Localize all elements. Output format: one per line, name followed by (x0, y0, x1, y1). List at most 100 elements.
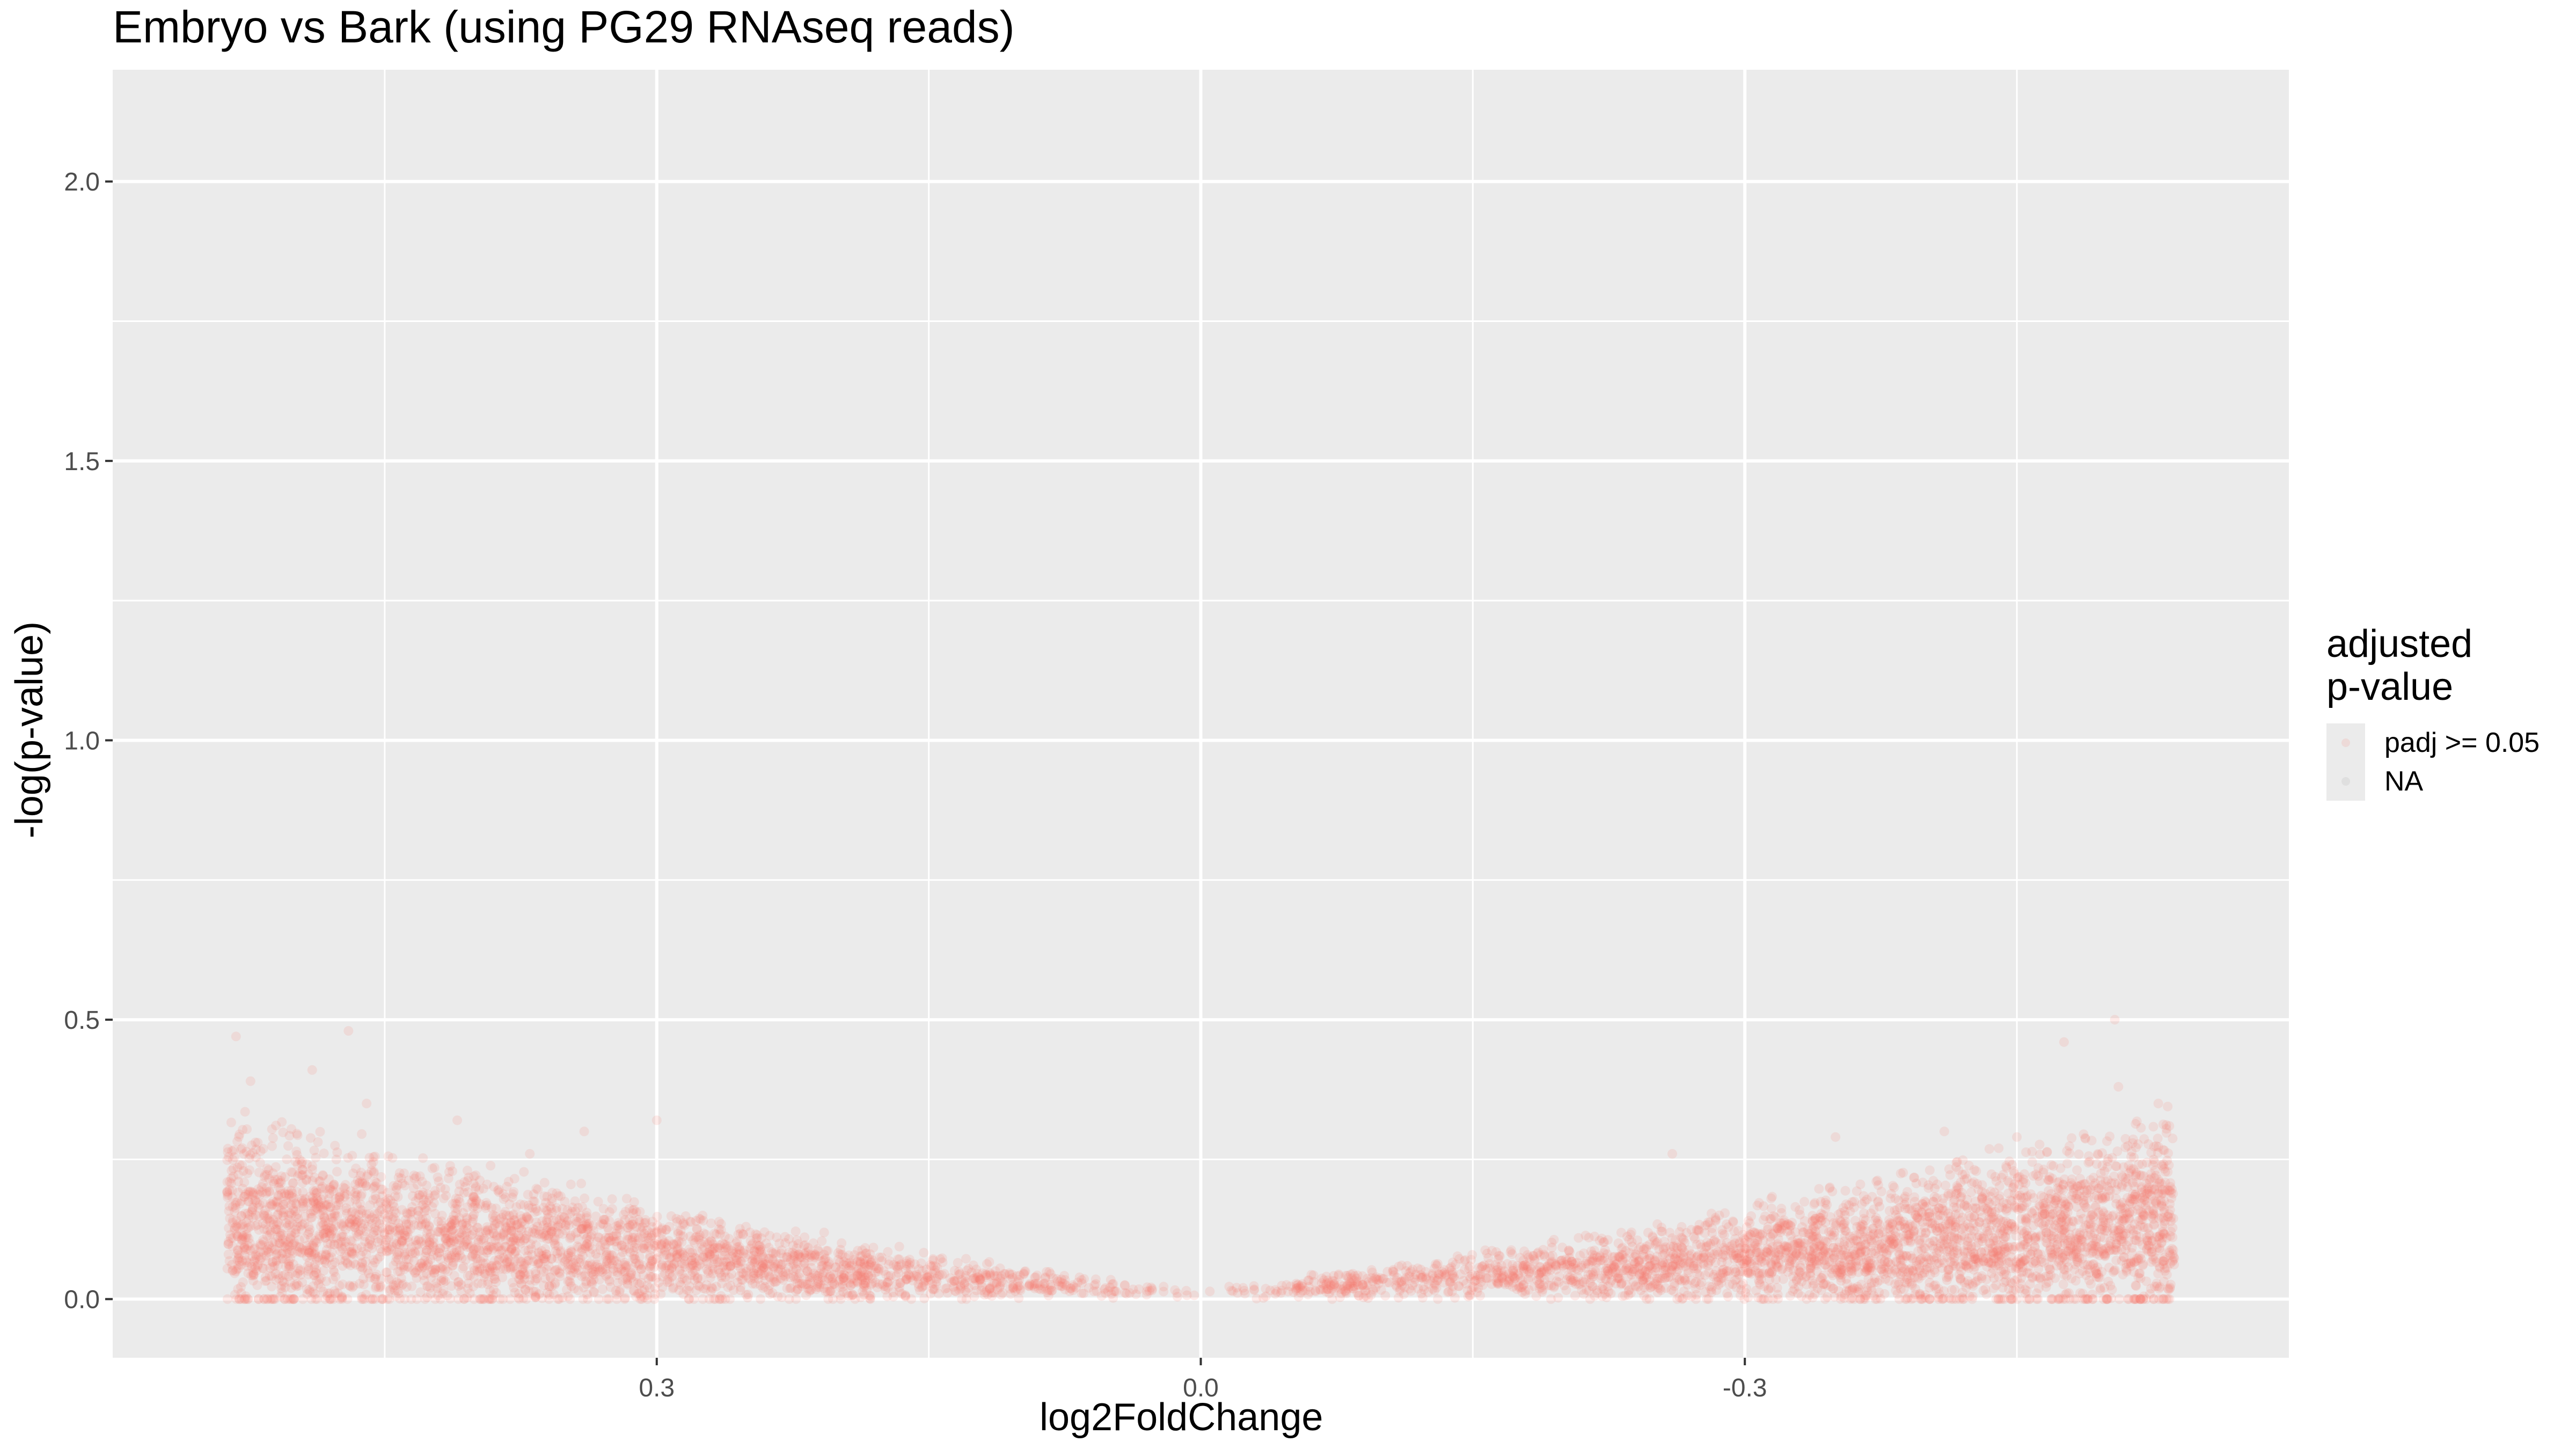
data-point (382, 1198, 392, 1208)
data-point (1505, 1247, 1516, 1257)
data-point (674, 1236, 684, 1247)
data-point (1818, 1279, 1828, 1290)
data-point (1791, 1276, 1802, 1286)
data-point (1648, 1231, 1658, 1241)
data-point (2044, 1219, 2054, 1229)
data-point (1998, 1217, 2008, 1227)
data-point (1865, 1259, 1875, 1269)
data-point (318, 1204, 328, 1214)
data-point (1305, 1286, 1315, 1297)
data-point (345, 1214, 355, 1224)
data-point (2023, 1248, 2033, 1258)
data-point (1249, 1284, 1259, 1294)
data-point (1122, 1289, 1132, 1299)
data-point (1482, 1248, 1492, 1258)
data-point (1657, 1223, 1667, 1233)
data-point (446, 1226, 456, 1236)
data-point (453, 1194, 464, 1204)
data-point (1911, 1261, 1921, 1271)
data-point (1463, 1291, 1473, 1301)
data-point (421, 1180, 431, 1190)
data-point (668, 1239, 678, 1249)
data-point (238, 1125, 248, 1135)
data-point (1921, 1201, 1931, 1211)
data-point (1938, 1205, 1948, 1216)
data-point (311, 1185, 321, 1195)
data-point (1068, 1285, 1078, 1296)
data-point (2036, 1249, 2046, 1260)
data-point (978, 1268, 988, 1278)
data-point (2015, 1242, 2025, 1253)
data-point (1749, 1227, 1759, 1237)
data-point (283, 1220, 294, 1231)
data-point (295, 1242, 305, 1253)
data-point (235, 1160, 245, 1170)
data-point (440, 1184, 450, 1194)
data-point (2073, 1181, 2083, 1191)
data-point (735, 1224, 745, 1234)
data-point (1906, 1278, 1916, 1289)
data-point (1006, 1289, 1016, 1299)
data-point (1270, 1285, 1280, 1295)
data-point (1518, 1263, 1528, 1273)
data-point (2102, 1162, 2112, 1172)
data-point (321, 1276, 332, 1286)
data-point (874, 1252, 884, 1262)
data-point (240, 1107, 250, 1117)
data-point (1740, 1235, 1751, 1245)
data-point (1709, 1236, 1719, 1246)
data-point (2109, 1245, 2119, 1255)
data-point (285, 1294, 295, 1304)
data-point (756, 1294, 766, 1304)
data-point (2138, 1192, 2148, 1203)
data-point (332, 1167, 342, 1177)
data-point (1709, 1272, 1719, 1282)
data-point (1902, 1251, 1912, 1261)
data-point (582, 1208, 592, 1218)
data-point (2145, 1289, 2155, 1299)
data-point (1597, 1284, 1607, 1294)
data-point (677, 1258, 687, 1269)
data-point (616, 1264, 626, 1275)
data-point (2095, 1224, 2105, 1234)
data-point (1859, 1208, 1869, 1218)
data-point (465, 1242, 475, 1253)
data-point (1389, 1270, 1399, 1280)
data-point (542, 1234, 552, 1245)
data-point (1938, 1244, 1949, 1254)
data-point (1613, 1274, 1623, 1284)
data-point (1806, 1238, 1816, 1248)
data-point (753, 1267, 764, 1277)
data-point (470, 1192, 480, 1202)
data-point (502, 1225, 512, 1235)
data-point (806, 1278, 816, 1288)
data-point (931, 1274, 941, 1284)
data-point (1649, 1279, 1659, 1289)
data-point (1990, 1261, 2001, 1271)
data-point (260, 1211, 270, 1221)
data-point (1768, 1241, 1778, 1252)
data-point (1932, 1226, 1942, 1236)
data-point (2080, 1294, 2090, 1304)
data-point (803, 1271, 814, 1282)
data-point (577, 1202, 587, 1212)
data-point (1935, 1242, 1945, 1252)
data-point (1024, 1280, 1035, 1290)
data-point (1439, 1278, 1449, 1288)
data-point (2088, 1294, 2098, 1304)
data-point (738, 1269, 749, 1279)
data-point (2057, 1261, 2067, 1271)
data-point (2135, 1294, 2146, 1304)
data-point (528, 1196, 538, 1206)
data-point (427, 1202, 437, 1212)
data-point (2160, 1177, 2170, 1188)
data-point (496, 1212, 507, 1223)
data-point (245, 1165, 255, 1175)
data-point (350, 1219, 361, 1230)
data-point (2117, 1182, 2127, 1192)
data-point (604, 1294, 614, 1304)
data-point (1743, 1216, 1753, 1226)
data-point (1685, 1250, 1695, 1261)
data-point (1789, 1240, 1799, 1250)
data-point (1491, 1276, 1502, 1286)
